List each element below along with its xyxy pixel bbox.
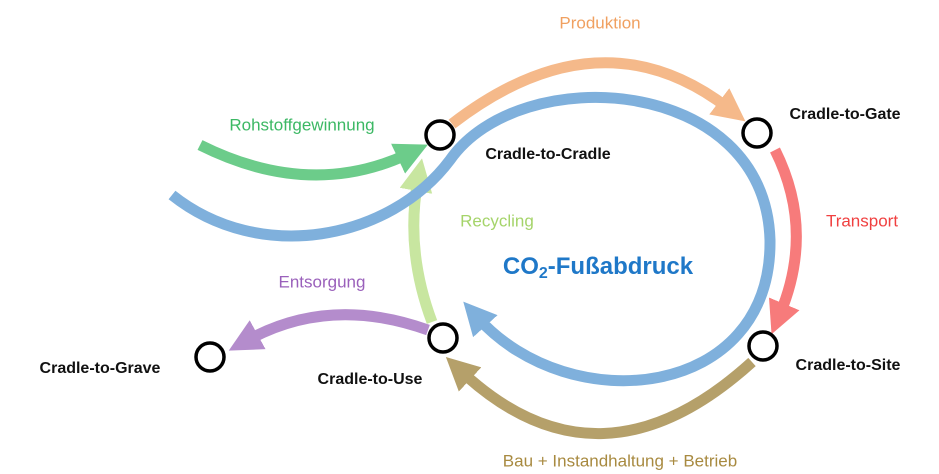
arrow-rohstoff bbox=[197, 140, 428, 181]
edge-label: Produktion bbox=[559, 13, 640, 32]
edge-label: Rohstoffgewinnung bbox=[229, 115, 374, 134]
node-label: Cradle-to-Site bbox=[796, 357, 901, 374]
arrow-co2-loop bbox=[168, 91, 776, 387]
arrow-transport bbox=[768, 147, 802, 335]
center-suffix: -Fußabdruck bbox=[548, 253, 694, 280]
edge-label: Transport bbox=[826, 211, 898, 230]
node-label: Cradle-to-Use bbox=[318, 371, 423, 388]
center-label: CO2-Fußabdruck bbox=[503, 253, 694, 282]
node-label: Cradle-to-Grave bbox=[40, 360, 161, 377]
nodes bbox=[194, 117, 779, 373]
arrows bbox=[168, 57, 802, 440]
center-prefix: CO bbox=[503, 253, 539, 280]
arrow-recycling bbox=[399, 158, 438, 324]
edge-label: Bau + Instandhaltung + Betrieb bbox=[503, 451, 737, 470]
arrow-bau bbox=[445, 357, 756, 440]
node-circle bbox=[747, 330, 779, 362]
edge-label: Recycling bbox=[460, 211, 534, 230]
arrow-entsorgung bbox=[228, 309, 430, 351]
center-subscript: 2 bbox=[539, 265, 548, 282]
node-circle bbox=[424, 119, 456, 151]
node-label: Cradle-to-Gate bbox=[789, 106, 900, 123]
node-circle bbox=[194, 341, 226, 373]
edge-label: Entsorgung bbox=[279, 272, 366, 291]
node-label: Cradle-to-Cradle bbox=[485, 146, 610, 163]
node-circle bbox=[741, 117, 773, 149]
arrow-produktion bbox=[448, 57, 746, 129]
node-circle bbox=[427, 322, 459, 354]
